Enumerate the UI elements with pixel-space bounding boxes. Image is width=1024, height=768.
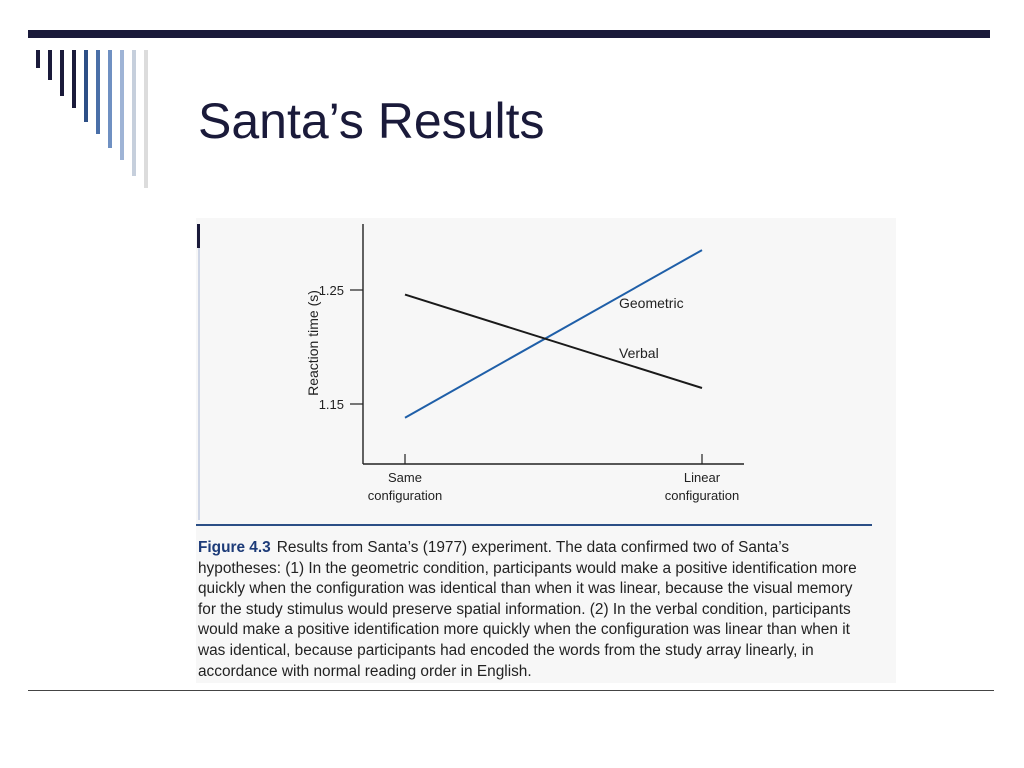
top-rule <box>28 30 990 38</box>
decorative-stripe <box>36 50 40 68</box>
figure-edge-faint <box>198 248 200 520</box>
figure-edge-dark <box>197 224 200 248</box>
decorative-stripe <box>84 50 88 122</box>
decorative-stripe <box>48 50 52 80</box>
decorative-stripe <box>144 50 148 188</box>
series-line-verbal <box>404 293 703 389</box>
figure-rule <box>196 524 872 526</box>
decorative-stripe <box>72 50 76 108</box>
decorative-stripe <box>132 50 136 176</box>
y-tick-label: 1.15 <box>319 397 344 412</box>
y-tick-label: 1.25 <box>319 283 344 298</box>
decorative-stripe <box>96 50 100 134</box>
slide-title: Santa’s Results <box>198 93 545 149</box>
decorative-stripe <box>108 50 112 148</box>
y-axis-label: Reaction time (s) <box>305 290 321 396</box>
decorative-stripe <box>60 50 64 96</box>
figure-caption: Figure 4.3 Results from Santa’s (1977) ex… <box>198 538 866 682</box>
decorative-stripes <box>28 50 168 210</box>
x-tick-label: Linear configuration <box>665 470 739 503</box>
x-tick-label: Same configuration <box>368 470 442 503</box>
decorative-stripe <box>120 50 124 160</box>
figure-panel <box>196 218 896 683</box>
series-label-geometric: Geometric <box>619 295 684 311</box>
series-line-geometric <box>404 249 703 419</box>
chart-ticks: 1.25 1.15 Same configuration Linear configura… <box>319 283 740 503</box>
figure-caption-text: Results from Santa’s (1977) experiment. … <box>198 539 857 680</box>
chart-series: Geometric Verbal <box>404 249 703 419</box>
bottom-rule <box>28 690 994 691</box>
series-label-verbal: Verbal <box>619 345 659 361</box>
chart-axes <box>362 224 744 465</box>
figure-label: Figure 4.3 <box>198 539 271 556</box>
